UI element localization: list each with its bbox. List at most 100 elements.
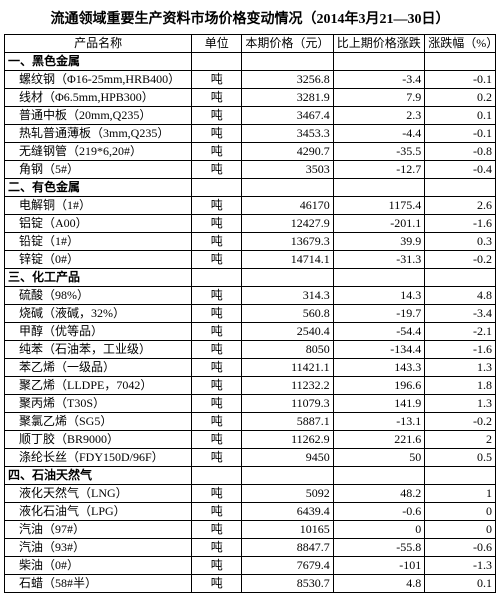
cell-pct: -0.8 <box>425 143 496 161</box>
table-row: 纯苯（石油苯，工业级）吨8050-134.4-1.6 <box>5 341 496 359</box>
cell-pct: 0.1 <box>425 107 496 125</box>
cell-change: 48.2 <box>333 485 425 503</box>
cell-name: 铅锭（1#） <box>5 233 192 251</box>
table-row: 苯乙烯（一级品）吨11421.1143.31.3 <box>5 359 496 377</box>
table-row: 柴油（0#）吨7679.4-101-1.3 <box>5 557 496 575</box>
cell-unit: 吨 <box>192 341 242 359</box>
cell-pct: -0.6 <box>425 539 496 557</box>
cell-price: 11079.3 <box>242 395 334 413</box>
cell-price: 3503 <box>242 161 334 179</box>
cell-pct: -1.3 <box>425 557 496 575</box>
cell-name: 聚丙烯（T30S） <box>5 395 192 413</box>
price-table: 产品名称 单位 本期价格（元） 比上期价格涨跌（元） 涨跌幅（%） 一、黑色金属… <box>4 34 496 593</box>
cell-unit: 吨 <box>192 413 242 431</box>
cell-price: 5092 <box>242 485 334 503</box>
cell-unit: 吨 <box>192 377 242 395</box>
table-row: 聚氯乙烯（SG5）吨5887.1-13.1-0.2 <box>5 413 496 431</box>
cell-unit: 吨 <box>192 125 242 143</box>
cell-change: -0.6 <box>333 503 425 521</box>
cell-change: 7.9 <box>333 89 425 107</box>
cell-change: 141.9 <box>333 395 425 413</box>
section-label: 三、化工产品 <box>5 269 192 287</box>
cell-unit: 吨 <box>192 197 242 215</box>
empty-cell <box>192 179 242 197</box>
table-row: 聚丙烯（T30S）吨11079.3141.91.3 <box>5 395 496 413</box>
empty-cell <box>242 179 334 197</box>
cell-name: 无缝钢管（219*6,20#） <box>5 143 192 161</box>
cell-price: 314.3 <box>242 287 334 305</box>
cell-pct: -0.2 <box>425 251 496 269</box>
table-row: 硫酸（98%）吨314.314.34.8 <box>5 287 496 305</box>
cell-name: 电解铜（1#） <box>5 197 192 215</box>
cell-pct: -3.4 <box>425 305 496 323</box>
section-row: 三、化工产品 <box>5 269 496 287</box>
cell-price: 560.8 <box>242 305 334 323</box>
cell-change: -31.3 <box>333 251 425 269</box>
cell-pct: 0.3 <box>425 233 496 251</box>
cell-change: 0 <box>333 521 425 539</box>
cell-price: 11421.1 <box>242 359 334 377</box>
cell-pct: 0 <box>425 521 496 539</box>
cell-price: 6439.4 <box>242 503 334 521</box>
section-row: 四、石油天然气 <box>5 467 496 485</box>
table-row: 涤纶长丝（FDY150D/96F）吨9450500.5 <box>5 449 496 467</box>
cell-pct: 0.1 <box>425 575 496 593</box>
cell-change: -134.4 <box>333 341 425 359</box>
empty-cell <box>242 269 334 287</box>
empty-cell <box>333 467 425 485</box>
table-row: 线材（Φ6.5mm,HPB300）吨3281.97.90.2 <box>5 89 496 107</box>
cell-change: 221.6 <box>333 431 425 449</box>
table-row: 铝锭（A00）吨12427.9-201.1-1.6 <box>5 215 496 233</box>
cell-name: 锌锭（0#） <box>5 251 192 269</box>
cell-pct: -1.6 <box>425 215 496 233</box>
cell-pct: 1.3 <box>425 359 496 377</box>
cell-price: 11262.9 <box>242 431 334 449</box>
empty-cell <box>333 53 425 71</box>
cell-unit: 吨 <box>192 107 242 125</box>
cell-unit: 吨 <box>192 359 242 377</box>
cell-name: 纯苯（石油苯，工业级） <box>5 341 192 359</box>
cell-pct: 0.5 <box>425 449 496 467</box>
cell-unit: 吨 <box>192 539 242 557</box>
table-row: 汽油（97#）吨1016500 <box>5 521 496 539</box>
cell-price: 13679.3 <box>242 233 334 251</box>
section-row: 二、有色金属 <box>5 179 496 197</box>
cell-change: -55.8 <box>333 539 425 557</box>
cell-pct: -1.6 <box>425 341 496 359</box>
table-row: 电解铜（1#）吨461701175.42.6 <box>5 197 496 215</box>
cell-change: -4.4 <box>333 125 425 143</box>
cell-change: -101 <box>333 557 425 575</box>
empty-cell <box>242 467 334 485</box>
cell-name: 烧碱（液碱，32%） <box>5 305 192 323</box>
empty-cell <box>425 467 496 485</box>
cell-price: 3467.4 <box>242 107 334 125</box>
table-row: 无缝钢管（219*6,20#）吨4290.7-35.5-0.8 <box>5 143 496 161</box>
cell-unit: 吨 <box>192 233 242 251</box>
table-row: 烧碱（液碱，32%）吨560.8-19.7-3.4 <box>5 305 496 323</box>
cell-price: 9450 <box>242 449 334 467</box>
cell-price: 3256.8 <box>242 71 334 89</box>
cell-name: 顺丁胶（BR9000） <box>5 431 192 449</box>
section-label: 一、黑色金属 <box>5 53 192 71</box>
cell-change: 2.3 <box>333 107 425 125</box>
cell-change: 50 <box>333 449 425 467</box>
cell-price: 2540.4 <box>242 323 334 341</box>
table-row: 甲醇（优等品）吨2540.4-54.4-2.1 <box>5 323 496 341</box>
cell-name: 螺纹钢（Φ16-25mm,HRB400） <box>5 71 192 89</box>
empty-cell <box>333 269 425 287</box>
cell-pct: -2.1 <box>425 323 496 341</box>
empty-cell <box>192 53 242 71</box>
table-row: 液化石油气（LPG）吨6439.4-0.60 <box>5 503 496 521</box>
cell-name: 热轧普通薄板（3mm,Q235） <box>5 125 192 143</box>
cell-pct: 0.2 <box>425 89 496 107</box>
cell-name: 线材（Φ6.5mm,HPB300） <box>5 89 192 107</box>
cell-unit: 吨 <box>192 161 242 179</box>
header-price: 本期价格（元） <box>242 35 334 53</box>
header-pct: 涨跌幅（%） <box>425 35 496 53</box>
cell-change: -13.1 <box>333 413 425 431</box>
cell-price: 3281.9 <box>242 89 334 107</box>
cell-price: 11232.2 <box>242 377 334 395</box>
table-row: 液化天然气（LNG）吨509248.21 <box>5 485 496 503</box>
cell-unit: 吨 <box>192 89 242 107</box>
cell-name: 柴油（0#） <box>5 557 192 575</box>
